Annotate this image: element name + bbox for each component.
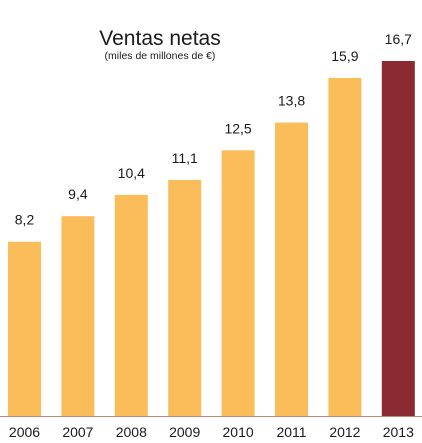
bar-2010 [221, 150, 255, 417]
value-label-2007: 9,4 [68, 186, 88, 202]
bar-2011 [275, 122, 308, 416]
bars-group [8, 61, 415, 417]
tick-label-2013: 2013 [383, 424, 414, 440]
tick-label-2009: 2009 [169, 424, 200, 440]
bar-2006 [8, 241, 41, 416]
x-axis-tick-labels: 2006 2007 2008 2009 2010 2011 2012 2013 [9, 424, 414, 440]
bar-2009 [168, 180, 202, 416]
bar-2007 [61, 216, 95, 416]
tick-label-2008: 2008 [116, 424, 147, 440]
tick-label-2011: 2011 [276, 424, 306, 440]
tick-label-2012: 2012 [329, 424, 360, 440]
value-label-2009: 11,1 [172, 150, 198, 166]
tick-label-2010: 2010 [223, 424, 254, 440]
bar-2013 [381, 61, 415, 416]
value-label-2011: 13,8 [278, 93, 305, 109]
chart-subtitle: (miles de millones de €) [105, 50, 216, 62]
tick-label-2006: 2006 [9, 424, 40, 440]
value-label-2008: 10,4 [118, 165, 145, 181]
bar-2012 [328, 78, 362, 416]
value-label-2012: 15,9 [331, 48, 358, 64]
value-labels-group: 8,2 9,4 10,4 11,1 12,5 13,8 15,9 16,7 [15, 31, 412, 228]
bar-2008 [114, 194, 148, 416]
chart-title: Ventas netas [99, 27, 220, 50]
tick-label-2007: 2007 [62, 424, 93, 440]
value-label-2013: 16,7 [385, 31, 412, 47]
value-label-2006: 8,2 [15, 212, 35, 228]
value-label-2010: 12,5 [224, 120, 251, 136]
